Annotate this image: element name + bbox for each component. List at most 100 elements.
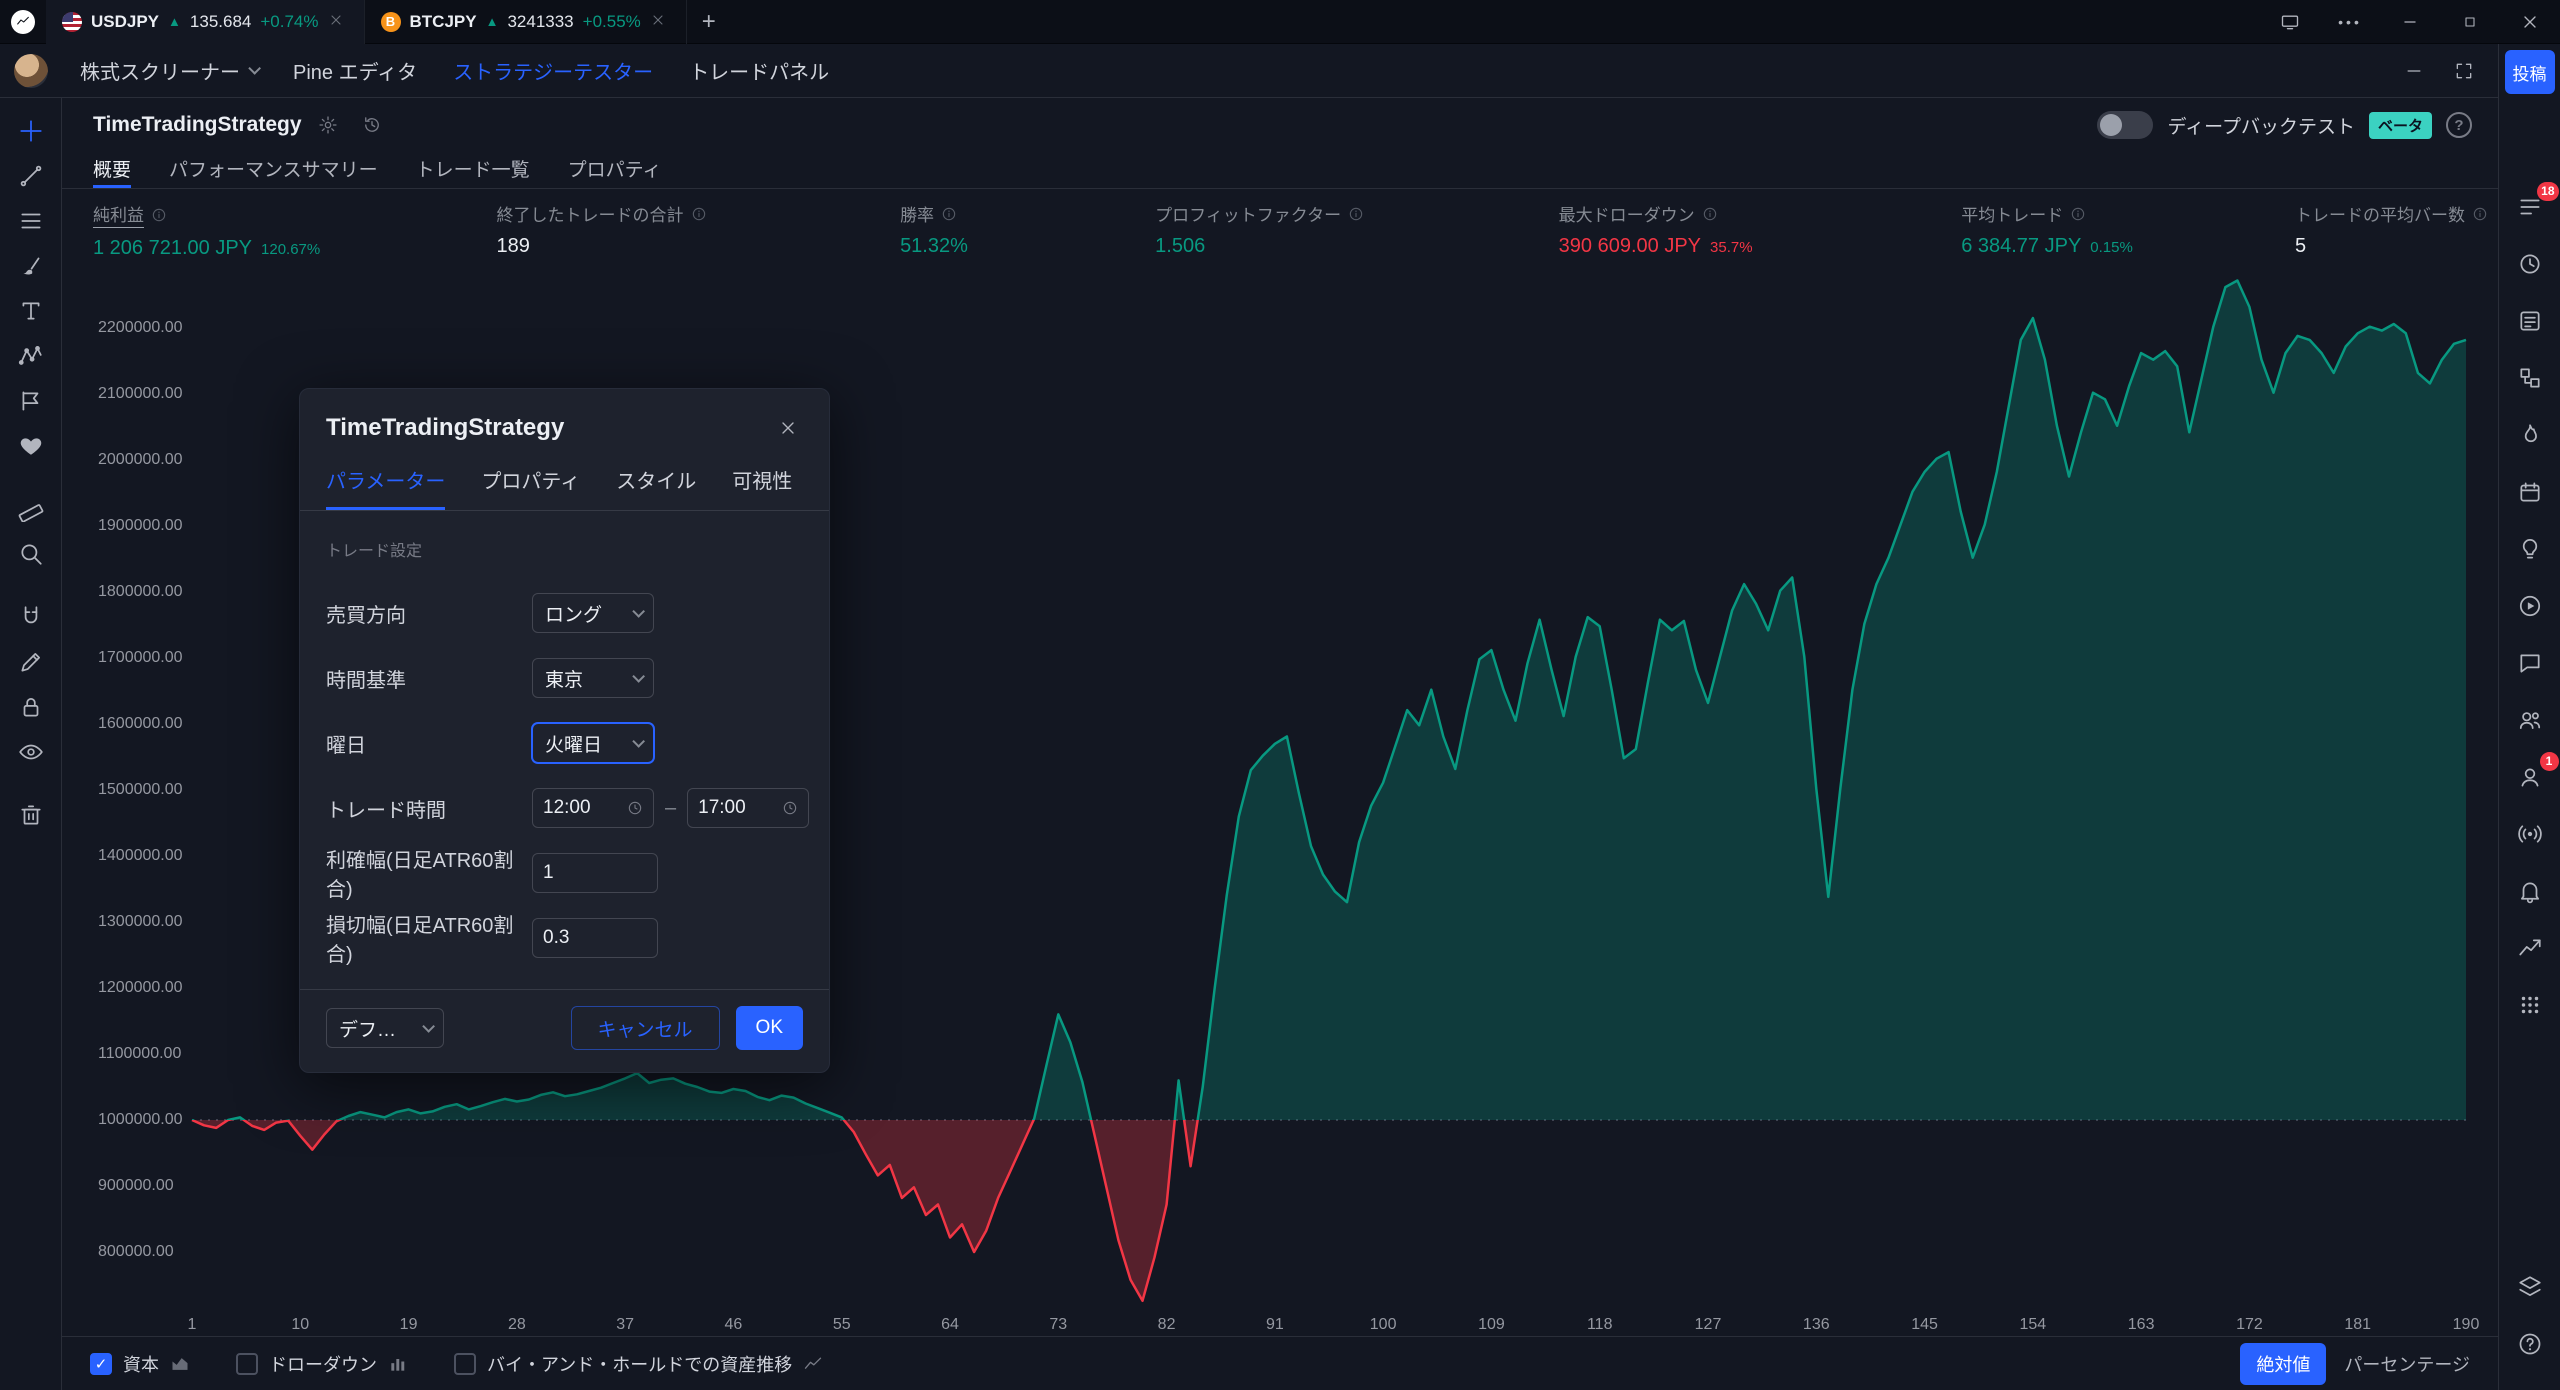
tradingview-logo[interactable] (0, 9, 46, 34)
user-avatar[interactable] (14, 53, 48, 88)
info-icon[interactable] (941, 206, 957, 222)
dialog-header[interactable]: TimeTradingStrategy (300, 389, 829, 455)
zoom-tool-button[interactable] (9, 533, 53, 575)
brush-tool-button[interactable] (9, 245, 53, 287)
news-button[interactable] (2508, 300, 2552, 342)
checkbox[interactable] (90, 1352, 112, 1375)
community-button[interactable] (2508, 699, 2552, 741)
equity-chart[interactable]: 2200000.002100000.002000000.001900000.00… (62, 267, 2498, 1337)
chat-button[interactable] (2508, 642, 2552, 684)
notifications-button[interactable] (2508, 870, 2552, 912)
time-from-field[interactable] (532, 788, 654, 828)
fib-retracement-tool-button[interactable] (9, 200, 53, 242)
watchlist-button[interactable]: 18 (2508, 182, 2559, 228)
emoji-heart-tool-button[interactable] (9, 425, 53, 467)
take-profit-input[interactable] (543, 862, 647, 884)
support-button[interactable]: 1 (2508, 752, 2559, 798)
layers-button[interactable] (2508, 1266, 2552, 1308)
ok-button[interactable]: OK (735, 1006, 803, 1050)
series-toggle-資本[interactable]: 資本 (90, 1351, 190, 1377)
window-menu-icon[interactable]: ••• (2338, 13, 2362, 30)
time-from-input[interactable] (543, 797, 619, 819)
alerts-button[interactable] (2508, 243, 2552, 285)
nav-item-トレードパネル[interactable]: トレードパネル (671, 44, 847, 98)
magnet-tool-button[interactable] (9, 596, 53, 638)
percentage-mode-button[interactable]: パーセンテージ (2344, 1354, 2470, 1375)
report-tab-トレード一覧[interactable]: トレード一覧 (415, 160, 530, 181)
tab-close-button[interactable] (650, 12, 670, 32)
dialog-tab-プロパティ[interactable]: プロパティ (481, 471, 581, 493)
style-columns-icon[interactable] (388, 1354, 408, 1374)
time-to-field[interactable] (687, 788, 810, 828)
info-icon[interactable] (2070, 206, 2086, 222)
zoom-icon (20, 544, 42, 565)
panel-minimize-icon[interactable] (2394, 51, 2434, 91)
panel-maximize-icon[interactable] (2444, 51, 2484, 91)
tab-close-button[interactable] (328, 12, 348, 32)
style-line-icon[interactable] (803, 1354, 823, 1374)
hide-drawings-tool-button[interactable] (9, 731, 53, 773)
hotlists-button[interactable] (2508, 414, 2552, 456)
apps-icon (2521, 996, 2538, 1014)
pattern-xabcd-tool-button[interactable] (9, 335, 53, 377)
time-to-input[interactable] (698, 797, 775, 819)
absolute-mode-button[interactable]: 絶対値 (2240, 1342, 2327, 1385)
new-tab-button[interactable]: + (687, 0, 731, 44)
performance-button[interactable] (2508, 927, 2552, 969)
stop-loss-field[interactable] (532, 918, 658, 958)
checkbox[interactable] (236, 1352, 258, 1375)
info-icon[interactable] (691, 206, 707, 222)
broadcast-button[interactable] (2508, 813, 2552, 855)
report-tab-パフォーマンスサマリー[interactable]: パフォーマンスサマリー (169, 160, 378, 181)
stop-loss-input[interactable] (543, 927, 647, 949)
strategy-settings-gear-button[interactable] (310, 107, 346, 143)
ideas-button[interactable] (2508, 528, 2552, 570)
checkbox[interactable] (454, 1352, 476, 1375)
preset-select[interactable]: デフォ... (326, 1008, 444, 1048)
cancel-button[interactable]: キャンセル (570, 1006, 720, 1050)
strategy-history-button[interactable] (354, 107, 390, 143)
report-tab-概要[interactable]: 概要 (93, 152, 132, 188)
series-toggle-バイ・アンド・ホールドでの資産推移[interactable]: バイ・アンド・ホールドでの資産推移 (454, 1351, 823, 1377)
draw-mode-tool-button[interactable] (9, 641, 53, 683)
symbol-tab-USDJPY[interactable]: USDJPY ▲ 135.684 +0.74% (46, 0, 365, 44)
dialog-tab-可視性[interactable]: 可視性 (732, 471, 793, 493)
direction-select[interactable]: ロング (532, 593, 654, 633)
multi-monitor-icon[interactable] (2260, 0, 2320, 44)
crosshair-tool-button[interactable] (9, 110, 53, 152)
object-tree-button[interactable] (2508, 357, 2552, 399)
nav-item-Pine エディタ[interactable]: Pine エディタ (275, 44, 435, 98)
take-profit-field[interactable] (532, 853, 658, 893)
measure-ruler-tool-button[interactable] (9, 488, 53, 530)
trend-line-tool-button[interactable] (9, 155, 53, 197)
dialog-tab-パラメーター[interactable]: パラメーター (326, 455, 446, 510)
report-tab-プロパティ[interactable]: プロパティ (567, 160, 662, 181)
window-close-button[interactable] (2500, 0, 2560, 44)
help-button[interactable] (2508, 1323, 2552, 1365)
text-tool-tool-button[interactable] (9, 290, 53, 332)
info-icon[interactable] (151, 207, 167, 223)
deep-backtest-toggle[interactable] (2097, 111, 2154, 139)
nav-item-株式スクリーナー[interactable]: 株式スクリーナー (62, 44, 275, 98)
info-icon[interactable] (1348, 206, 1364, 222)
trash-tool-button[interactable] (9, 794, 53, 836)
dialog-close-button[interactable] (773, 413, 803, 443)
series-toggle-ドローダウン[interactable]: ドローダウン (236, 1351, 408, 1377)
apps-button[interactable] (2508, 984, 2552, 1026)
streams-button[interactable] (2508, 585, 2552, 627)
style-area-icon[interactable] (170, 1354, 190, 1374)
calendar-button[interactable] (2508, 471, 2552, 513)
info-icon[interactable] (2472, 206, 2488, 222)
timezone-select[interactable]: 東京 (532, 658, 654, 698)
nav-item-ストラテジーテスター[interactable]: ストラテジーテスター (435, 44, 671, 98)
window-minimize-button[interactable] (2380, 0, 2440, 44)
info-icon[interactable] (1702, 206, 1718, 222)
help-circle-icon[interactable]: ? (2446, 112, 2472, 138)
dialog-tab-スタイル[interactable]: スタイル (616, 471, 697, 493)
forecast-tool-button[interactable] (9, 380, 53, 422)
window-maximize-button[interactable] (2440, 0, 2500, 44)
lock-tool-button[interactable] (9, 686, 53, 728)
symbol-tab-BTCJPY[interactable]: B BTCJPY ▲ 3241333 +0.55% (365, 0, 687, 44)
publish-button[interactable]: 投稿 (2504, 50, 2555, 94)
weekday-select[interactable]: 火曜日 (532, 723, 654, 763)
